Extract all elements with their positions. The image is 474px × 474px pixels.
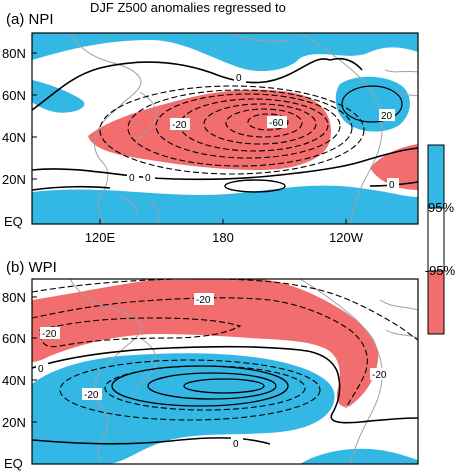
colorbar-lower-label: -95% [425,263,456,278]
svg-text:-20: -20 [84,390,99,401]
panel-a-negative-region-east [370,144,418,190]
colorbar-upper-label: 95% [428,200,454,215]
lat-tick-label: 40N [2,373,26,388]
panel-b-dashed-contour-3 [39,317,242,348]
panel-a-contours [32,57,418,193]
panel-b: (b) WPI [2,259,419,471]
lat-tick-label: EQ [4,214,23,229]
svg-text:-60: -60 [269,118,284,129]
colorbar-negative-swatch [427,270,445,335]
panel-a-lon-axis: 120E 180 120W [85,219,364,245]
panel-b-positive-region [32,353,335,464]
panel-a-contour-labels: 0 0 0 -20 -60 20 0 [127,71,399,191]
panel-a-positive-region-east [335,76,410,132]
svg-text:0: 0 [389,180,395,191]
panel-b-lat-axis: 80N 60N 40N 20N EQ [2,290,37,471]
lat-tick-label: 80N [2,290,26,305]
panel-b-positive-contours [111,365,289,407]
lon-tick-label: 120W [329,230,364,245]
lat-tick-label: 60N [2,331,26,346]
panel-a-zero-contour-north [32,58,331,111]
panel-a-positive-region-north [32,33,418,72]
svg-text:0: 0 [145,173,151,184]
colorbar-neutral-swatch [427,207,445,272]
panel-b-zero-contour-north [32,345,418,424]
colorbar-positive-swatch [427,144,445,209]
panel-a-zero-contour-south [32,147,418,181]
figure-title: DJF Z500 anomalies regressed to [90,0,286,15]
colorbar: 95% -95% [425,144,456,335]
svg-text:-20: -20 [196,295,211,306]
lat-tick-label: 20N [2,415,26,430]
panel-a-positive-contour-east [341,85,403,123]
lat-tick-label: 60N [2,88,26,103]
panel-a-zero-contour-sw [32,185,111,191]
svg-text:0: 0 [129,173,135,184]
lat-tick-label: 20N [2,172,26,187]
panel-b-positive-region-east [300,448,418,464]
panel-b-zero-contour-south [32,437,271,445]
panel-b-dashed-contour-2 [32,297,368,409]
lat-tick-label: 40N [2,130,26,145]
panel-b-contours [32,279,418,445]
lon-tick-label: 120E [85,230,116,245]
lon-tick-label: 180 [212,230,234,245]
panel-b-contour-labels: -20 -20 -20 0 -20 0 [36,293,390,450]
svg-text:0: 0 [233,439,239,450]
lat-tick-label: EQ [4,456,23,471]
panel-a-lat-axis: 80N 60N 40N 20N EQ [2,46,37,229]
panel-a-small-zero-contour [224,179,286,193]
panel-a-frame [31,32,419,225]
panel-a: (a) NPI [2,11,419,245]
svg-text:-20: -20 [42,329,57,340]
panel-b-top-dashed-contour [32,279,418,341]
panel-b-frame [31,278,419,465]
svg-text:-20: -20 [172,120,187,131]
panel-b-label: (b) WPI [6,259,57,276]
svg-text:-20: -20 [372,370,387,381]
panel-a-positive-region-west [32,80,85,113]
panel-a-label: (a) NPI [6,11,54,28]
svg-text:20: 20 [381,111,393,122]
panel-a-positive-region-south [32,185,418,224]
panel-a-coastlines [69,33,418,224]
panel-a-zero-contour-east [329,57,363,71]
svg-text:0: 0 [38,364,44,375]
lat-tick-label: 80N [2,46,26,61]
svg-text:0: 0 [236,73,242,84]
